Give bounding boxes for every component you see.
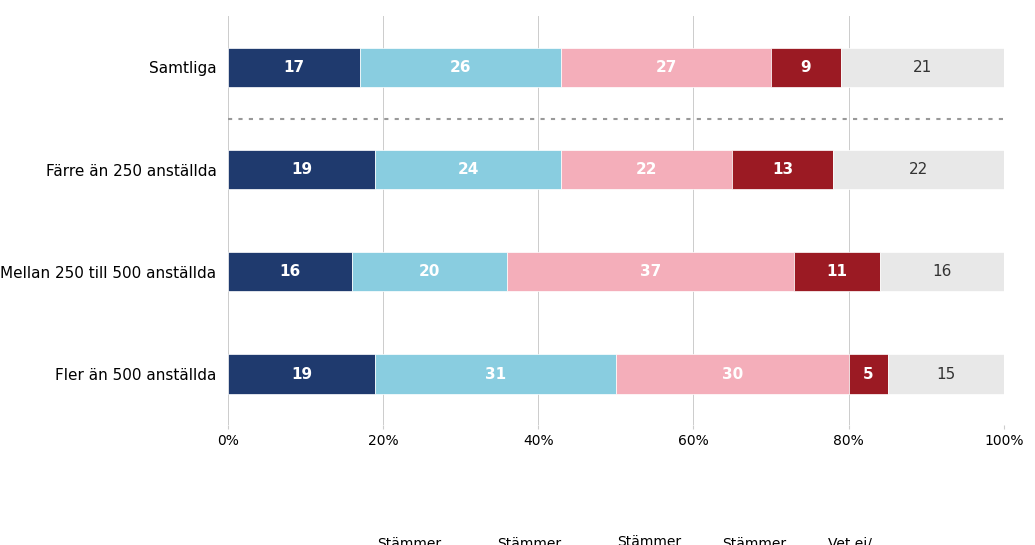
Text: 24: 24 (457, 162, 479, 177)
Bar (228, 252, 352, 292)
Bar (375, 150, 561, 189)
Bar (733, 150, 833, 189)
Text: 5: 5 (863, 366, 874, 381)
Text: 22: 22 (909, 162, 928, 177)
Bar (228, 354, 375, 393)
Text: 30: 30 (721, 366, 743, 381)
Bar (833, 150, 1004, 189)
Bar (360, 48, 562, 87)
Bar (352, 252, 507, 292)
Text: 21: 21 (913, 60, 933, 75)
Text: 13: 13 (772, 162, 793, 177)
Text: 9: 9 (801, 60, 811, 75)
Bar (795, 252, 880, 292)
Bar (228, 150, 375, 189)
Bar (561, 48, 771, 87)
Text: 16: 16 (279, 264, 300, 280)
Bar (616, 354, 849, 393)
Text: 16: 16 (933, 264, 951, 280)
Text: 27: 27 (655, 60, 677, 75)
Text: 19: 19 (291, 162, 312, 177)
Bar (771, 48, 840, 87)
Bar (375, 354, 616, 393)
Text: 17: 17 (284, 60, 304, 75)
Text: 20: 20 (419, 264, 440, 280)
Bar (888, 354, 1004, 393)
Text: 22: 22 (637, 162, 657, 177)
Text: 37: 37 (640, 264, 661, 280)
Text: 19: 19 (291, 366, 312, 381)
Text: 26: 26 (450, 60, 471, 75)
Text: 11: 11 (827, 264, 848, 280)
Text: 15: 15 (936, 366, 955, 381)
Bar (840, 48, 1004, 87)
Bar (228, 48, 360, 87)
Bar (561, 150, 732, 189)
Bar (880, 252, 1004, 292)
Text: 31: 31 (485, 366, 506, 381)
Legend: Stämmer
mycket bra, Stämmer
ganska bra, Stämmer
något, Stämmer
inte alls, Vet ej: Stämmer mycket bra, Stämmer ganska bra, … (351, 530, 881, 545)
Bar (507, 252, 795, 292)
Bar (849, 354, 888, 393)
